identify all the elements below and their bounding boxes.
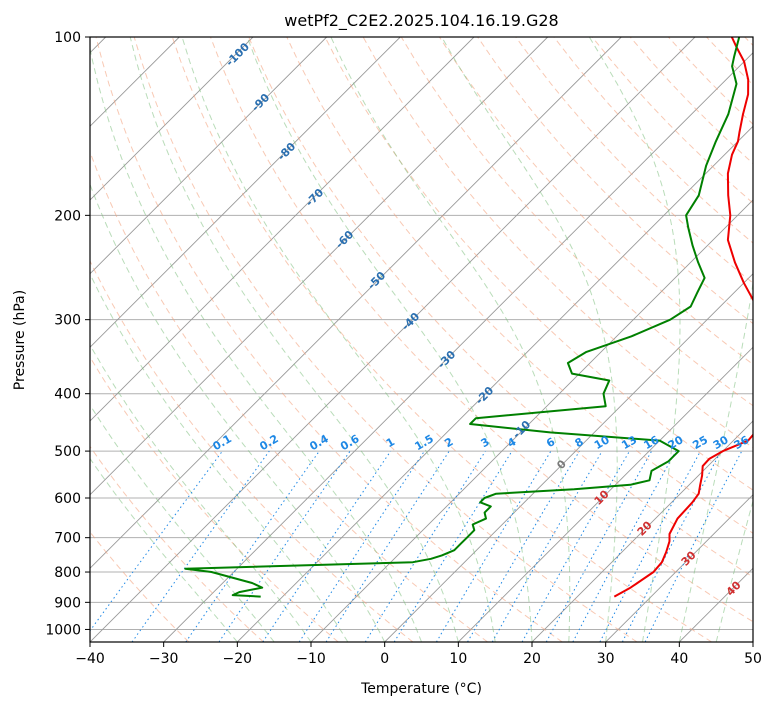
chart-title: wetPf2_C2E2.2025.104.16.19.G28 bbox=[284, 11, 558, 31]
moist-adiabat-line bbox=[90, 46, 422, 642]
isotherm-line bbox=[384, 273, 753, 642]
isotherm-line bbox=[236, 125, 753, 642]
isotherm-line bbox=[90, 37, 549, 496]
moist-adiabat-line bbox=[246, 37, 533, 642]
dry-adiabat-line bbox=[90, 259, 414, 642]
isotherm-line bbox=[163, 52, 753, 642]
isotherm-line bbox=[90, 37, 328, 275]
moist-adiabat-line bbox=[588, 37, 681, 642]
dewpoint-profile-line bbox=[184, 37, 741, 598]
isotherm-line bbox=[90, 37, 401, 348]
dry-adiabat-line bbox=[286, 37, 753, 534]
y-tick-label: 600 bbox=[54, 491, 81, 507]
x-tick-label: −40 bbox=[75, 651, 105, 667]
moist-adiabat-line bbox=[181, 37, 496, 642]
moist-adiabat-line bbox=[129, 37, 459, 642]
y-tick-label: 300 bbox=[54, 313, 81, 329]
mixing-ratio-line bbox=[298, 450, 425, 642]
mixing-ratio-line bbox=[393, 450, 513, 642]
mixing-ratio-line bbox=[218, 450, 351, 642]
moist-adiabat-line bbox=[90, 343, 312, 642]
dry-adiabat-line bbox=[133, 37, 638, 642]
plot-area bbox=[90, 37, 753, 642]
y-tick-label: 900 bbox=[54, 595, 81, 611]
data-series bbox=[184, 37, 753, 598]
background-lines bbox=[90, 37, 753, 642]
isotherm-line bbox=[531, 420, 753, 642]
mixing-ratio-line bbox=[325, 450, 450, 642]
moist-adiabat-line bbox=[90, 404, 275, 642]
x-tick-label: 30 bbox=[597, 651, 615, 667]
isotherm-line bbox=[752, 641, 753, 642]
y-tick-label: 200 bbox=[54, 208, 81, 224]
x-tick-label: −10 bbox=[296, 651, 326, 667]
y-tick-label: 500 bbox=[54, 444, 81, 460]
moist-adiabat-line bbox=[441, 37, 618, 642]
dry-adiabat-line bbox=[210, 37, 753, 623]
dry-adiabat-line bbox=[515, 37, 753, 284]
x-tick-label: 0 bbox=[380, 651, 389, 667]
x-tick-label: 40 bbox=[670, 651, 688, 667]
y-tick-label: 1000 bbox=[45, 622, 81, 638]
mixing-ratio-line bbox=[467, 450, 580, 642]
mixing-ratio-line bbox=[262, 450, 392, 642]
y-tick-label: 700 bbox=[54, 531, 81, 547]
x-tick-label: −30 bbox=[149, 651, 179, 667]
isotherm-line bbox=[605, 494, 753, 642]
x-tick-label: 50 bbox=[744, 651, 762, 667]
isotherm-line bbox=[90, 37, 475, 422]
x-axis: −40 −30 −20 −10 0 10 20 30 40 50 bbox=[75, 642, 762, 667]
dry-adiabat-line bbox=[324, 37, 753, 491]
dry-adiabat-line bbox=[95, 37, 563, 642]
isotherm-line bbox=[90, 37, 622, 569]
moist-adiabat-line bbox=[90, 457, 238, 642]
moist-adiabat-line bbox=[90, 182, 386, 642]
y-axis-label: Pressure (hPa) bbox=[12, 290, 28, 390]
dry-adiabat-line bbox=[171, 37, 712, 642]
temperature-profile-line bbox=[613, 37, 753, 598]
dry-adiabat-line bbox=[248, 37, 753, 578]
y-tick-label: 100 bbox=[54, 30, 81, 46]
x-axis-label: Temperature (°C) bbox=[360, 681, 482, 697]
x-tick-label: 10 bbox=[449, 651, 467, 667]
x-tick-label: 20 bbox=[523, 651, 541, 667]
moist-adiabat-line bbox=[715, 499, 753, 642]
plot-frame bbox=[89, 36, 754, 643]
y-tick-label: 400 bbox=[54, 387, 81, 403]
isotherm-line bbox=[90, 37, 254, 201]
x-tick-label: −20 bbox=[223, 651, 253, 667]
mixing-ratio-line bbox=[364, 450, 486, 642]
mixing-ratio-line bbox=[435, 450, 552, 642]
mixing-ratio-line bbox=[185, 450, 320, 642]
moist-adiabat-line bbox=[330, 37, 571, 642]
mixing-ratio-line bbox=[599, 450, 701, 642]
moist-adiabat-line bbox=[90, 272, 349, 642]
y-axis: 100 200 300 400 500 600 700 800 900 1000 bbox=[45, 30, 90, 638]
dry-adiabat-line bbox=[90, 445, 264, 642]
y-tick-label: 800 bbox=[54, 565, 81, 581]
isotherm-line bbox=[457, 346, 753, 642]
mixing-ratio-line bbox=[572, 450, 677, 642]
moist-adiabat-line bbox=[752, 640, 753, 642]
moist-adiabat-line bbox=[678, 280, 753, 642]
